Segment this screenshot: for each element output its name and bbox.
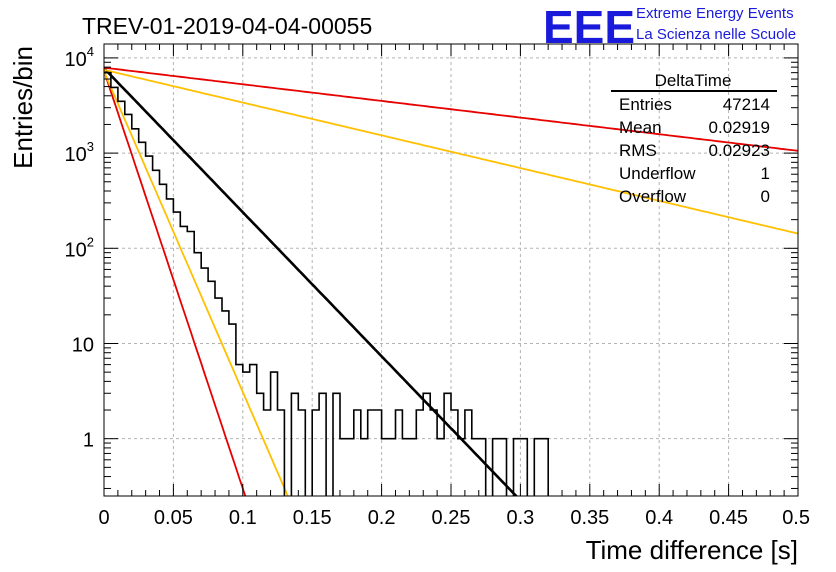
grid (104, 44, 798, 496)
stats-label: RMS (619, 141, 657, 160)
fit-curve-5 (104, 66, 798, 152)
y-tick-label: 10 (72, 334, 94, 356)
x-tick-label: 0 (98, 507, 109, 529)
stats-label: Underflow (619, 164, 696, 183)
y-tick-label: 103 (65, 139, 94, 166)
eee-logo: EEE Extreme Energy Events La Scienza nel… (543, 1, 796, 53)
stats-label: Entries (619, 95, 672, 114)
fit-curves (104, 66, 798, 496)
y-tick-label: 1 (83, 430, 94, 452)
stats-box: DeltaTime Entries 47214 Mean 0.02919 RMS 0.02… (611, 71, 777, 206)
logo-line-1: Extreme Energy Events (636, 5, 794, 22)
fit-curve-4 (104, 68, 798, 235)
stats-value: 0.02923 (709, 141, 770, 160)
stats-value: 0.02919 (709, 118, 770, 137)
y-tick-label: 102 (65, 234, 94, 261)
stats-title: DeltaTime (655, 71, 732, 90)
x-tick-label: 0.2 (368, 507, 396, 529)
stats-value: 1 (761, 164, 770, 183)
x-tick-label: 0.4 (645, 507, 673, 529)
chart-title: TREV-01-2019-04-04-00055 (82, 13, 372, 39)
x-axis-title: Time difference [s] (586, 535, 798, 565)
x-tick-label: 0.1 (229, 507, 257, 529)
x-tick-label: 0.35 (570, 507, 609, 529)
stats-value: 0 (761, 187, 770, 206)
stats-value: 47214 (723, 95, 770, 114)
x-axis-ticks: 0 0.05 0.1 0.15 0.2 0.25 0.3 0.35 0.4 0.45 0.5 (98, 44, 810, 529)
stats-label: Mean (619, 118, 662, 137)
fit-curve-3 (104, 71, 289, 496)
x-tick-label: 0.3 (506, 507, 534, 529)
stats-label: Overflow (619, 187, 687, 206)
x-tick-label: 0.25 (432, 507, 471, 529)
x-tick-label: 0.05 (154, 507, 193, 529)
fit-curve-2 (104, 70, 247, 496)
logo-line-2: La Scienza nelle Scuole (636, 26, 796, 43)
histogram (104, 71, 549, 496)
x-tick-label: 0.15 (293, 507, 332, 529)
fit-curve-1 (104, 67, 519, 496)
y-tick-label: 104 (65, 44, 94, 71)
y-axis-title: Entries/bin (8, 46, 38, 169)
histogram-steps (104, 71, 549, 496)
x-tick-label: 0.45 (709, 507, 748, 529)
x-tick-label: 0.5 (782, 507, 810, 529)
logo-eee: EEE (543, 1, 635, 53)
